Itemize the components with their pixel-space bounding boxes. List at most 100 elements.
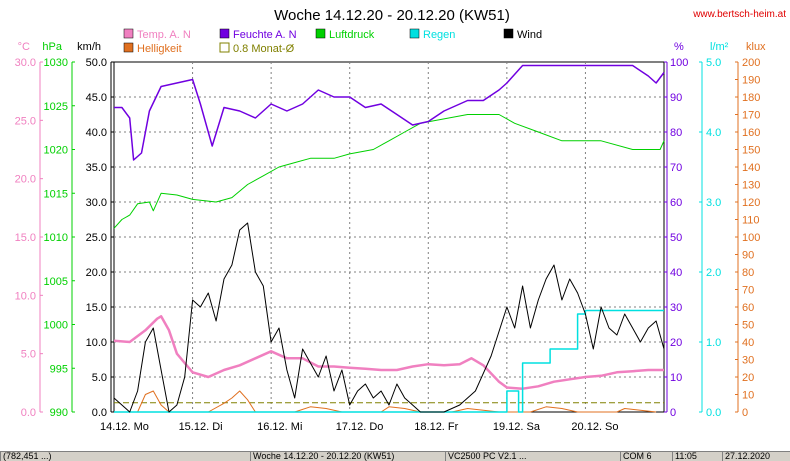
x-label: 19.12. Sa	[493, 421, 541, 433]
brightness-tick-label: 190	[742, 75, 760, 87]
series-line	[113, 315, 664, 390]
legend-swatch-avg	[219, 42, 230, 53]
humidity-tick-label: 30	[670, 302, 682, 314]
pressure-tick-label: 1015	[44, 188, 68, 200]
brightness-tick-label: 140	[742, 162, 760, 174]
temp-tick-label: 20.0	[15, 174, 36, 186]
temp-tick-label: 15.0	[15, 232, 36, 244]
status-cell: COM 6	[620, 452, 672, 461]
brightness-tick-label: 130	[742, 180, 760, 192]
brightness-tick-label: 30	[742, 355, 754, 367]
legend: Temp. A. N Feuchte A. N Luftdruck Regen Wind…	[123, 28, 542, 55]
humidity-tick-label: 40	[670, 267, 682, 279]
x-label: 20.12. So	[571, 421, 618, 433]
rain-tick-label: 5.0	[706, 57, 721, 69]
legend-label-brightness: Helligkeit	[137, 43, 182, 55]
temp-tick-label: 10.0	[15, 290, 36, 302]
temp-tick-label: 25.0	[15, 115, 36, 127]
legend-swatch-humidity	[219, 28, 230, 39]
brightness-tick-label: 160	[742, 127, 760, 139]
wind-tick-label: 0.0	[92, 407, 107, 419]
legend-label-avg: 0.8 Monat-Ø	[233, 43, 295, 55]
wind-tick-label: 15.0	[86, 302, 107, 314]
legend-swatch-temp	[123, 28, 134, 39]
series-line	[113, 114, 665, 229]
status-bar: (782,451 ...) Woche 14.12.20 - 20.12.20 (…	[0, 451, 790, 461]
status-cell: (782,451 ...)	[0, 452, 250, 461]
wind-tick-label: 35.0	[86, 162, 107, 174]
rain-tick-label: 4.0	[706, 127, 721, 139]
brightness-tick-label: 70	[742, 285, 754, 297]
brightness-tick-label: 180	[742, 92, 760, 104]
temp-tick-label: 5.0	[21, 349, 36, 361]
brightness-tick-label: 40	[742, 337, 754, 349]
legend-label-rain: Regen	[423, 29, 455, 41]
plot-area	[113, 64, 665, 413]
brightness-tick-label: 100	[742, 232, 760, 244]
pressure-unit-label: hPa	[42, 41, 62, 53]
humidity-tick-label: 50	[670, 232, 682, 244]
x-label: 18.12. Fr	[414, 421, 458, 433]
brightness-tick-label: 90	[742, 250, 754, 262]
humidity-tick-label: 70	[670, 162, 682, 174]
brightness-tick-label: 0	[742, 407, 748, 419]
rain-unit-label: l/m²	[710, 41, 729, 53]
legend-swatch-pressure	[315, 28, 326, 39]
wind-tick-label: 30.0	[86, 197, 107, 209]
status-cell: 27.12.2020	[722, 452, 790, 461]
series-line	[113, 222, 665, 413]
brightness-tick-label: 150	[742, 145, 760, 157]
humidity-tick-label: 90	[670, 92, 682, 104]
wind-tick-label: 10.0	[86, 337, 107, 349]
humidity-tick-label: 60	[670, 197, 682, 209]
pressure-tick-label: 1000	[44, 320, 68, 332]
wind-tick-label: 40.0	[86, 127, 107, 139]
brightness-tick-label: 50	[742, 320, 754, 332]
x-axis-labels: 14.12. Mo 15.12. Di 16.12. Mi 17.12. Do 18.1…	[100, 421, 619, 433]
rain-tick-label: 0.0	[706, 407, 721, 419]
wind-tick-label: 5.0	[92, 372, 107, 384]
pressure-tick-label: 1005	[44, 276, 68, 288]
wind-tick-label: 20.0	[86, 267, 107, 279]
pressure-tick-label: 1030	[44, 57, 68, 69]
pressure-tick-label: 990	[50, 407, 68, 419]
brightness-tick-label: 20	[742, 372, 754, 384]
status-cell: 11:05	[672, 452, 722, 461]
x-label: 15.12. Di	[179, 421, 223, 433]
humidity-tick-label: 0	[670, 407, 676, 419]
pressure-tick-label: 1020	[44, 145, 68, 157]
series-line	[114, 390, 657, 413]
rain-tick-label: 2.0	[706, 267, 721, 279]
humidity-tick-label: 80	[670, 127, 682, 139]
brightness-tick-label: 200	[742, 57, 760, 69]
pressure-tick-label: 1010	[44, 232, 68, 244]
legend-label-wind: Wind	[517, 29, 542, 41]
legend-label-humidity: Feuchte A. N	[233, 29, 297, 41]
x-label: 17.12. Do	[336, 421, 384, 433]
x-label: 16.12. Mi	[257, 421, 302, 433]
grid	[114, 62, 664, 412]
legend-swatch-wind	[503, 28, 514, 39]
series-line	[114, 309, 664, 413]
pressure-tick-label: 1025	[44, 101, 68, 113]
brightness-tick-label: 10	[742, 390, 754, 402]
wind-tick-label: 25.0	[86, 232, 107, 244]
brightness-unit-label: klux	[746, 41, 766, 53]
humidity-tick-label: 10	[670, 372, 682, 384]
wind-unit-label: km/h	[77, 41, 101, 53]
series-line	[114, 64, 665, 161]
axes: 30.025.020.015.010.05.00.0°C103010251020…	[15, 41, 766, 419]
legend-swatch-brightness	[123, 42, 134, 53]
humidity-tick-label: 20	[670, 337, 682, 349]
status-cell: VC2500 PC V2.1 ...	[445, 452, 620, 461]
legend-label-temp: Temp. A. N	[137, 29, 191, 41]
wind-tick-label: 45.0	[86, 92, 107, 104]
brightness-tick-label: 170	[742, 110, 760, 122]
humidity-tick-label: 100	[670, 57, 688, 69]
website-link[interactable]: www.bertsch-heim.at	[692, 9, 786, 20]
brightness-tick-label: 110	[742, 215, 760, 227]
weather-chart: Woche 14.12.20 - 20.12.20 (KW51) www.ber…	[15, 7, 787, 433]
temp-unit-label: °C	[18, 41, 30, 53]
x-label: 14.12. Mo	[100, 421, 149, 433]
brightness-tick-label: 120	[742, 197, 760, 209]
